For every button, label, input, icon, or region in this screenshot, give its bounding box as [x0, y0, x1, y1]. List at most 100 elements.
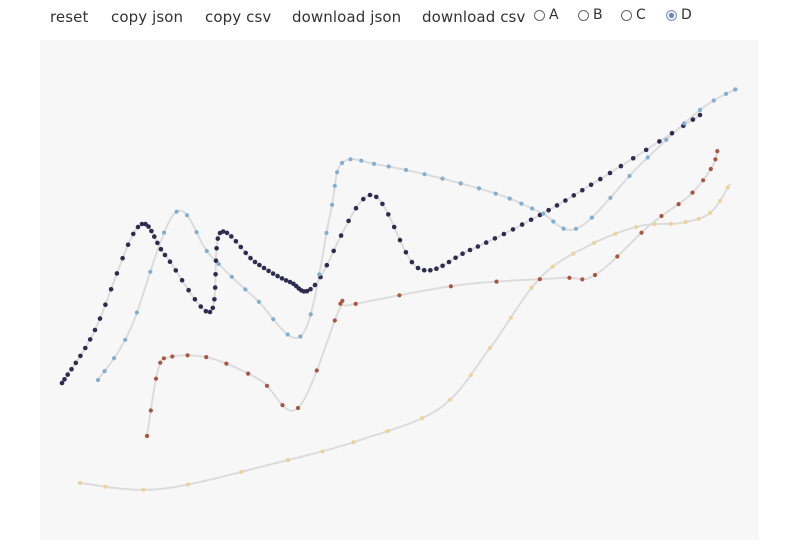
series-2-point[interactable] — [708, 166, 713, 172]
series-0-point[interactable] — [131, 231, 136, 237]
series-3-point[interactable] — [634, 224, 639, 230]
series-2-point[interactable] — [314, 368, 319, 373]
radio-d[interactable]: D — [666, 7, 692, 23]
series-0-point[interactable] — [346, 218, 351, 224]
series-2-point[interactable] — [295, 405, 301, 411]
series-1-point[interactable] — [458, 181, 463, 186]
series-0-point[interactable] — [308, 286, 313, 292]
series-1-point[interactable] — [174, 209, 179, 214]
series-1-point[interactable] — [184, 213, 190, 218]
series-0-point[interactable] — [233, 239, 239, 244]
series-0-point[interactable] — [220, 229, 226, 234]
series-0-point[interactable] — [367, 192, 373, 198]
radio-b-circle-icon[interactable] — [578, 9, 589, 21]
series-1-point[interactable] — [317, 272, 322, 277]
series-2-point[interactable] — [580, 277, 585, 282]
series-1-point[interactable] — [682, 121, 687, 126]
series-3-point[interactable] — [320, 449, 325, 454]
series-1-point[interactable] — [216, 261, 221, 267]
series-1-point[interactable] — [298, 334, 303, 339]
radio-c-circle-icon[interactable] — [621, 9, 632, 21]
series-0-point[interactable] — [554, 203, 560, 208]
series-0-point[interactable] — [162, 252, 168, 258]
series-0-point[interactable] — [173, 268, 179, 273]
series-0-point[interactable] — [108, 287, 114, 292]
series-0-point[interactable] — [198, 304, 204, 309]
series-0-point[interactable] — [657, 139, 662, 144]
series-1-point[interactable] — [386, 164, 391, 169]
series-0-point[interactable] — [571, 193, 577, 198]
series-2-point[interactable] — [246, 371, 251, 376]
series-2-point[interactable] — [715, 149, 720, 154]
series-0-point[interactable] — [212, 285, 218, 290]
series-2-point[interactable] — [676, 202, 681, 207]
series-1-point[interactable] — [589, 215, 595, 220]
series-0-point[interactable] — [279, 276, 285, 281]
series-2-point[interactable] — [144, 433, 150, 439]
series-0-point[interactable] — [103, 302, 108, 308]
series-0-point[interactable] — [186, 287, 191, 293]
series-3-point[interactable] — [718, 198, 723, 203]
series-0-point[interactable] — [270, 271, 276, 276]
series-0-point[interactable] — [618, 163, 624, 169]
download-json-button[interactable]: download json — [292, 8, 402, 26]
series-0-point[interactable] — [207, 309, 213, 315]
series-0-point[interactable] — [409, 259, 415, 265]
series-3-point[interactable] — [571, 251, 576, 256]
copy-json-button[interactable]: copy json — [111, 8, 184, 26]
series-1-point[interactable] — [102, 369, 107, 374]
series-0-point[interactable] — [283, 278, 289, 283]
series-0-point[interactable] — [380, 201, 385, 207]
series-3-point[interactable] — [592, 240, 597, 245]
series-1-point[interactable] — [645, 155, 650, 160]
series-0-point[interactable] — [275, 273, 280, 279]
series-0-point[interactable] — [483, 240, 489, 245]
series-0-point[interactable] — [214, 246, 219, 251]
series-1-point[interactable] — [476, 186, 482, 191]
series-1-point[interactable] — [530, 206, 535, 211]
series-3-point[interactable] — [529, 285, 534, 290]
series-0-point[interactable] — [287, 279, 293, 285]
series-2-point[interactable] — [615, 254, 620, 259]
series-3-point[interactable] — [239, 469, 244, 474]
series-1-point[interactable] — [123, 337, 128, 342]
series-2-point[interactable] — [338, 301, 343, 306]
series-0-point[interactable] — [87, 337, 93, 342]
series-2-point[interactable] — [701, 178, 706, 183]
series-0-point[interactable] — [139, 221, 145, 227]
series-1-point[interactable] — [561, 226, 566, 231]
series-0-point[interactable] — [428, 268, 433, 273]
series-0-point[interactable] — [266, 268, 271, 274]
series-0-point[interactable] — [257, 262, 262, 268]
series-3-point[interactable] — [652, 222, 657, 227]
series-0-point[interactable] — [248, 255, 253, 261]
series-0-point[interactable] — [210, 305, 216, 311]
series-0-point[interactable] — [213, 258, 219, 264]
series-0-point[interactable] — [324, 262, 330, 268]
radio-a-circle-icon[interactable] — [534, 9, 545, 21]
series-2-point[interactable] — [639, 230, 644, 235]
series-0-point[interactable] — [149, 228, 154, 234]
series-1-point[interactable] — [134, 310, 139, 315]
radio-d-circle-icon[interactable] — [666, 9, 677, 21]
series-2-point[interactable] — [397, 293, 402, 298]
series-0-point[interactable] — [453, 255, 458, 261]
series-0-point[interactable] — [213, 272, 218, 277]
series-0-point[interactable] — [229, 234, 234, 239]
series-3-point[interactable] — [420, 416, 425, 421]
series-0-point[interactable] — [59, 380, 65, 386]
series-1-point[interactable] — [308, 312, 313, 317]
series-0-point[interactable] — [152, 234, 157, 239]
series-2-point[interactable] — [170, 354, 175, 359]
series-3-point[interactable] — [508, 315, 513, 320]
series-1-point[interactable] — [664, 137, 669, 142]
series-0-point[interactable] — [304, 288, 310, 294]
series-0-point[interactable] — [73, 360, 79, 366]
series-0-point[interactable] — [158, 246, 164, 252]
series-0-point[interactable] — [78, 353, 83, 359]
series-0-point[interactable] — [331, 248, 337, 254]
series-0-point[interactable] — [203, 308, 209, 314]
series-1-point[interactable] — [332, 183, 337, 188]
series-3-point[interactable] — [351, 440, 356, 445]
series-2-point[interactable] — [713, 157, 718, 162]
